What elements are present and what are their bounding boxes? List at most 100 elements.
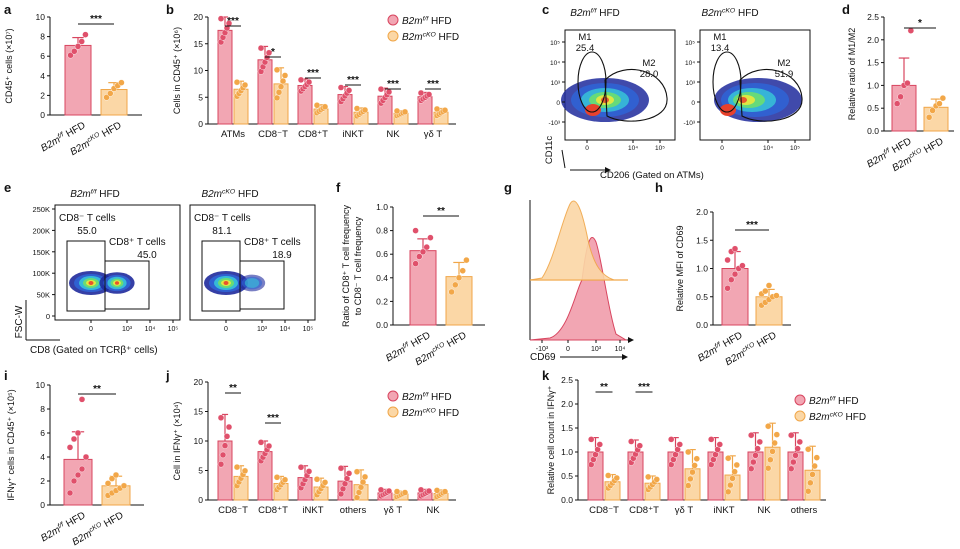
point-control: [417, 89, 425, 97]
legend-marker: [387, 406, 399, 418]
point-cko: [613, 474, 620, 482]
point-control: [904, 79, 911, 87]
point-cko: [939, 94, 947, 102]
point-cko: [281, 476, 289, 483]
y-tick-label: 250K: [32, 205, 50, 214]
legend-marker: [387, 30, 399, 42]
y-tick-label: 0.0: [376, 320, 388, 330]
flow-plot-frame: [189, 204, 316, 321]
legend-label: B2mcKO HFD: [402, 408, 459, 420]
gate-cd8-pos: [239, 260, 285, 310]
y-tick-label: 15: [194, 39, 204, 49]
point-control: [225, 423, 233, 431]
y-axis-label: Relative cell count in IFNγ⁺: [546, 385, 556, 494]
point-cko: [273, 474, 281, 481]
point-control: [427, 234, 434, 241]
bar-control: [747, 451, 764, 501]
x-tick-label: 10⁴: [628, 145, 638, 152]
point-cko: [929, 107, 936, 114]
point-control: [756, 438, 763, 446]
x-tick-label: 0: [720, 145, 724, 152]
x-category-label: CD8⁺T: [629, 505, 659, 516]
point-control: [796, 438, 803, 446]
plot-title: B2mcKO HFD: [701, 8, 758, 20]
y-tick-label: 1.0: [696, 264, 708, 274]
point-cko: [811, 462, 818, 470]
x-tick-label: -10³: [536, 346, 549, 353]
point-cko: [241, 81, 249, 89]
y-tick-label: 10: [36, 12, 46, 22]
point-cko: [936, 100, 943, 107]
x-category-label: others: [340, 505, 367, 516]
point-cko: [807, 479, 814, 487]
gate-value: 51.9: [775, 69, 794, 80]
y-tick-label: 0.5: [561, 471, 573, 481]
x-tick-label: 10⁴: [615, 346, 626, 353]
y-tick-label: 1.5: [696, 235, 708, 245]
significance-mark: **: [93, 384, 101, 395]
legend-label: B2mf/f HFD: [809, 396, 859, 408]
y-tick-label: 4: [40, 452, 45, 462]
x-tick-label: 10⁵: [168, 326, 179, 333]
axis-arrow: [561, 149, 566, 169]
x-tick-label: 0: [224, 326, 228, 333]
x-tick-label: 10³: [122, 326, 133, 333]
point-control: [748, 465, 755, 472]
point-cko: [729, 475, 736, 482]
point-control: [731, 270, 739, 278]
point-control: [412, 260, 419, 267]
point-cko: [353, 105, 361, 112]
y-tick-label: 0.5: [696, 292, 708, 302]
legend-label: B2mcKO HFD: [809, 412, 866, 424]
point-control: [425, 487, 433, 495]
point-control: [716, 441, 723, 448]
point-cko: [733, 461, 740, 469]
point-control: [419, 248, 427, 256]
point-cko: [767, 456, 774, 463]
y-tick-label: 6: [40, 428, 45, 438]
point-control: [724, 256, 731, 264]
point-cko: [645, 473, 652, 481]
y-tick-label: 0.6: [376, 249, 388, 259]
point-control: [297, 464, 305, 471]
y-tick-label: 0: [40, 110, 45, 120]
gate-label: M2: [777, 58, 790, 69]
plot-title: B2mcKO HFD: [201, 189, 258, 201]
point-control: [345, 470, 353, 477]
significance-mark: ***: [746, 220, 758, 231]
panel-letter: c: [542, 2, 549, 17]
point-control: [78, 38, 85, 45]
arrow-head: [622, 354, 628, 360]
y-axis-label: IFNγ⁺ cells in CD45⁺ (×10⁵): [6, 389, 16, 501]
point-cko: [762, 287, 769, 295]
point-control: [70, 435, 78, 443]
y-tick-label: 10: [194, 66, 204, 76]
point-control: [257, 439, 265, 446]
significance-mark: **: [600, 382, 608, 393]
point-cko: [433, 105, 441, 113]
point-control: [724, 285, 731, 292]
y-tick-label: 10³: [686, 80, 696, 87]
point-control: [71, 48, 78, 55]
legend-marker: [794, 394, 806, 406]
point-control: [708, 436, 715, 443]
point-cko: [393, 107, 401, 115]
point-control: [750, 458, 757, 466]
point-cko: [813, 454, 820, 461]
point-control: [425, 91, 433, 98]
point-control: [752, 452, 759, 459]
gate-value: 18.9: [272, 250, 292, 261]
y-tick-label: 200K: [32, 226, 50, 235]
histogram-control: [529, 236, 628, 341]
density-layer: [244, 278, 260, 288]
gate-m2: [604, 69, 668, 122]
y-tick-label: 10: [194, 436, 204, 446]
panel-letter: d: [842, 2, 850, 17]
x-axis-label: CD69: [530, 352, 556, 363]
y-tick-label: 2.0: [696, 207, 708, 217]
x-tick-label: 0: [585, 145, 589, 152]
point-cko: [765, 282, 773, 289]
point-control: [219, 451, 227, 459]
x-category-label: CD8⁺T: [298, 129, 328, 140]
point-cko: [277, 83, 285, 90]
